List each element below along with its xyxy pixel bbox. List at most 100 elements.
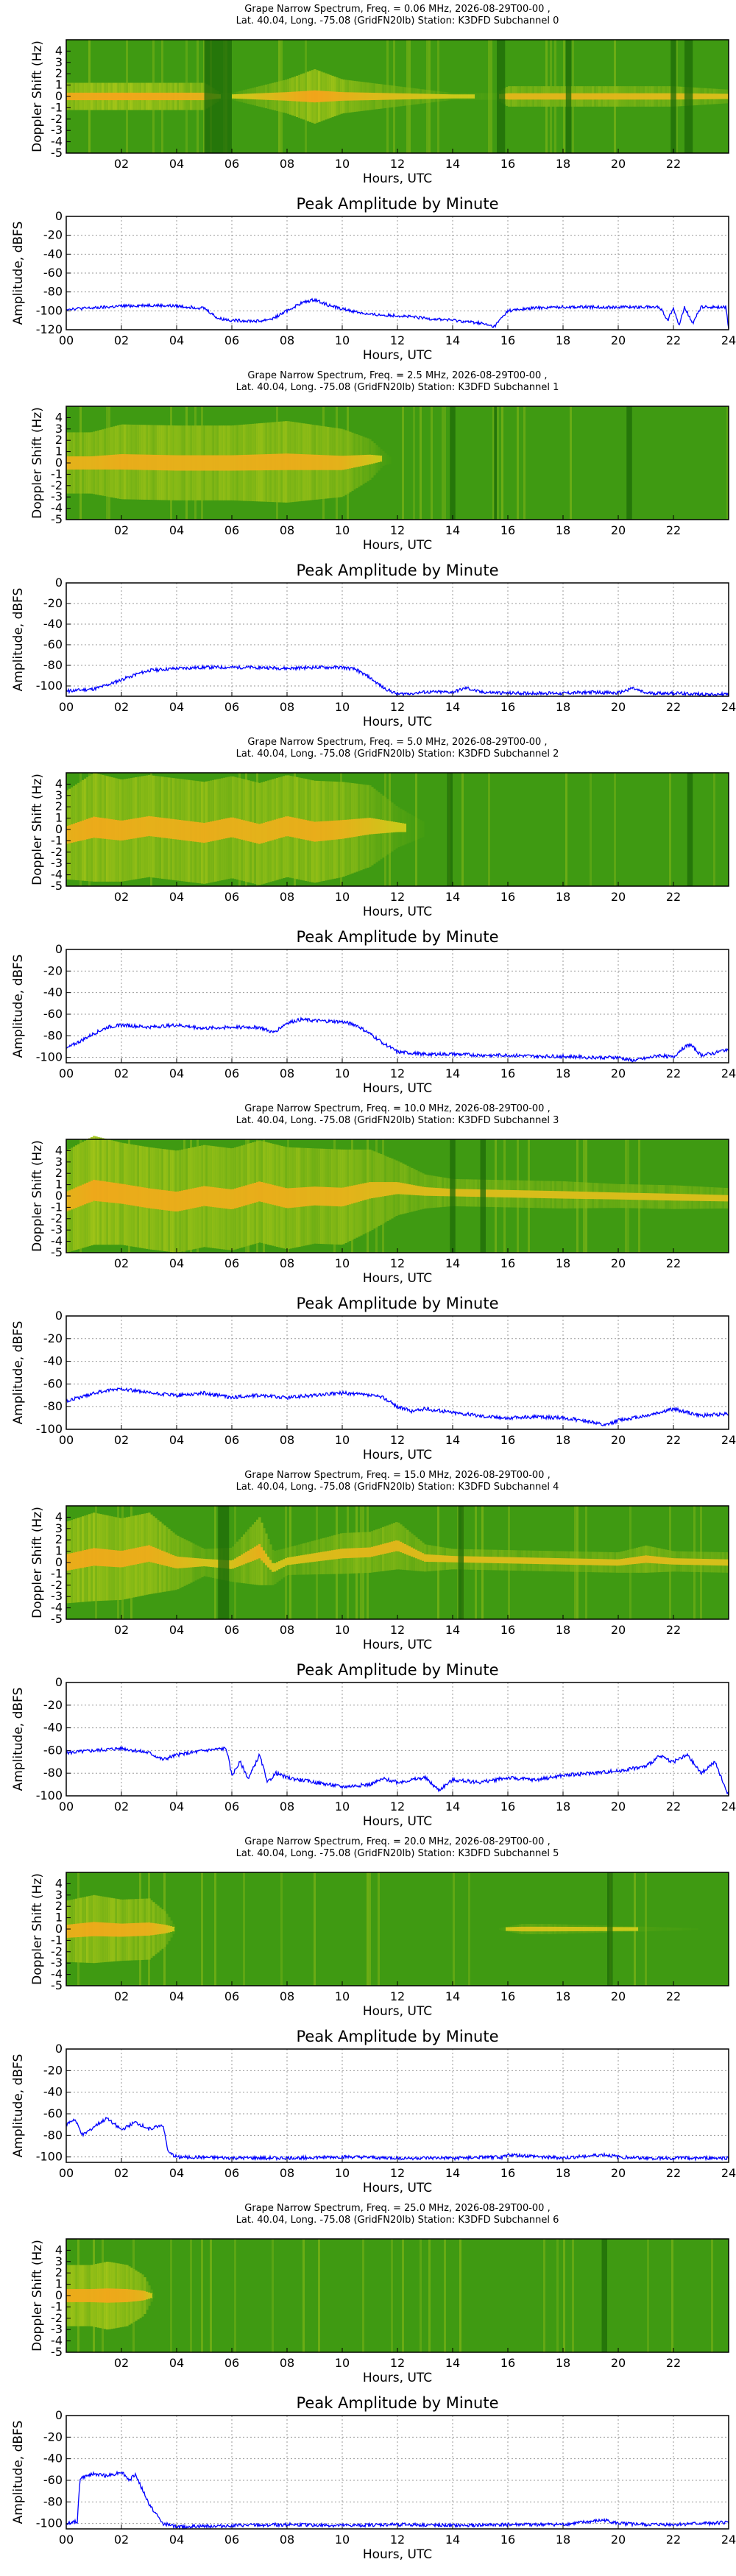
- spectrum-carrier: [466, 1556, 469, 1563]
- x-tick-label: 10: [335, 890, 350, 904]
- spectrum-streak: [497, 406, 499, 520]
- spectrum-carrier: [386, 1543, 389, 1554]
- spectrum-carrier: [130, 92, 133, 101]
- spectrum-streak: [442, 406, 444, 520]
- spectrum-carrier: [581, 1192, 584, 1199]
- spectrum-streak: [501, 406, 503, 520]
- spectrum-carrier: [422, 1553, 425, 1561]
- spectrum-carrier: [269, 1560, 272, 1570]
- spectrum-carrier: [102, 1549, 105, 1567]
- y-tick-label: -2: [51, 1578, 63, 1592]
- spectrum-diffuse: [662, 1927, 665, 1931]
- spectrum-carrier: [567, 1926, 570, 1932]
- spectrum-carrier: [378, 455, 381, 463]
- spectrum-carrier: [296, 1556, 299, 1564]
- spectrum-carrier: [384, 1543, 387, 1554]
- x-tick-label: 06: [224, 2166, 239, 2180]
- spectrum-carrier: [88, 818, 91, 839]
- spectrum-diffuse: [475, 93, 478, 100]
- spectrum-carrier: [124, 2288, 127, 2303]
- spectrum-carrier: [263, 454, 266, 471]
- spectrum-carrier: [634, 93, 637, 100]
- spectrum-diffuse: [658, 1927, 661, 1931]
- spectrum-carrier: [355, 1184, 358, 1203]
- spectrum-carrier: [157, 1549, 160, 1564]
- spectrum-carrier: [71, 1189, 74, 1210]
- x-tick-label: 12: [390, 1989, 405, 2003]
- spectrum-carrier: [375, 1182, 378, 1198]
- spectrum-carrier: [121, 454, 124, 470]
- spectrum-carrier: [174, 92, 177, 101]
- y-tick-label: -40: [43, 247, 63, 261]
- spectrum-carrier: [552, 93, 555, 100]
- spectrum-carrier: [130, 454, 133, 470]
- spectrum-carrier: [141, 92, 144, 101]
- spectrum-carrier: [656, 1556, 659, 1564]
- spectrum-carrier: [66, 826, 69, 844]
- spectrum-carrier: [541, 1190, 544, 1198]
- spectrum-diffuse: [691, 1928, 694, 1931]
- y-tick-label: -5: [51, 879, 63, 893]
- spectrum-carrier: [618, 1559, 621, 1566]
- spectrum-carrier: [587, 1192, 590, 1200]
- spectrum-carrier: [567, 1558, 570, 1565]
- spectrum-carrier: [696, 1558, 698, 1565]
- spectrum-carrier: [353, 1185, 356, 1203]
- spectrum-carrier: [640, 1192, 643, 1200]
- spectrum-carrier: [316, 1552, 319, 1562]
- spectrum-carrier: [119, 1923, 122, 1937]
- spectrum-diffuse: [673, 1927, 676, 1931]
- spectrum-carrier: [702, 1194, 705, 1201]
- x-tick-label: 04: [169, 333, 184, 347]
- spectrum-carrier: [638, 93, 641, 100]
- x-tick-label: 02: [114, 1989, 129, 2003]
- x-axis-label: Hours, UTC: [363, 1081, 432, 1096]
- spectrum-carrier: [261, 823, 263, 843]
- spectrum-carrier: [287, 92, 290, 101]
- spectrum-carrier: [188, 92, 191, 101]
- spectrum-carrier: [373, 818, 376, 835]
- x-tick-label: 06: [224, 2533, 239, 2547]
- spectrum-streak: [402, 2239, 404, 2352]
- spectrum-carrier: [77, 2289, 80, 2302]
- spectrum-carrier: [144, 1187, 146, 1208]
- x-tick-label: 24: [721, 2533, 736, 2547]
- spectrum-carrier: [276, 818, 279, 839]
- x-tick-label: 08: [280, 700, 294, 714]
- spectrum-streak: [726, 406, 729, 520]
- spectrum-carrier: [645, 1555, 648, 1563]
- spectrum-carrier: [609, 93, 612, 100]
- x-tick-label: 18: [556, 2356, 570, 2370]
- spectrum-carrier: [68, 825, 71, 843]
- y-tick-label: 1: [55, 1544, 63, 1558]
- spectrum-carrier: [647, 1555, 650, 1563]
- spectrum-carrier: [552, 1557, 555, 1565]
- y-tick-label: -40: [43, 986, 63, 999]
- spectrum-carrier: [631, 1927, 634, 1931]
- spectrum-carrier: [322, 455, 325, 470]
- spectrum-carrier: [296, 91, 299, 102]
- spectrum-streak: [517, 406, 519, 520]
- spectrum-carrier: [473, 94, 475, 99]
- x-tick-label: 22: [666, 890, 681, 904]
- spectrum-carrier: [576, 1927, 579, 1931]
- spectrum-carrier: [470, 1556, 473, 1563]
- spectrum-carrier: [616, 93, 619, 100]
- spectrum-streak: [347, 1506, 349, 1619]
- x-tick-label: 10: [335, 157, 350, 171]
- x-tick-label: 14: [445, 2356, 460, 2370]
- spectrum-carrier: [355, 818, 358, 837]
- spectrum-carrier: [194, 821, 197, 842]
- spectrum-carrier: [373, 1182, 376, 1198]
- spectrum-carrier: [576, 93, 579, 100]
- spectrum-carrier: [475, 1556, 478, 1563]
- spectrum-carrier: [221, 1188, 224, 1209]
- spectrum-carrier: [68, 1924, 71, 1938]
- x-tick-label: 16: [500, 2356, 515, 2370]
- spectrum-carrier: [225, 1189, 228, 1209]
- spectrum-carrier: [550, 1926, 553, 1932]
- spectrum-carrier: [545, 1926, 548, 1932]
- spectrum-diffuse: [649, 1926, 652, 1932]
- spectrum-carrier: [578, 1191, 581, 1199]
- spectrum-diffuse: [656, 1927, 659, 1931]
